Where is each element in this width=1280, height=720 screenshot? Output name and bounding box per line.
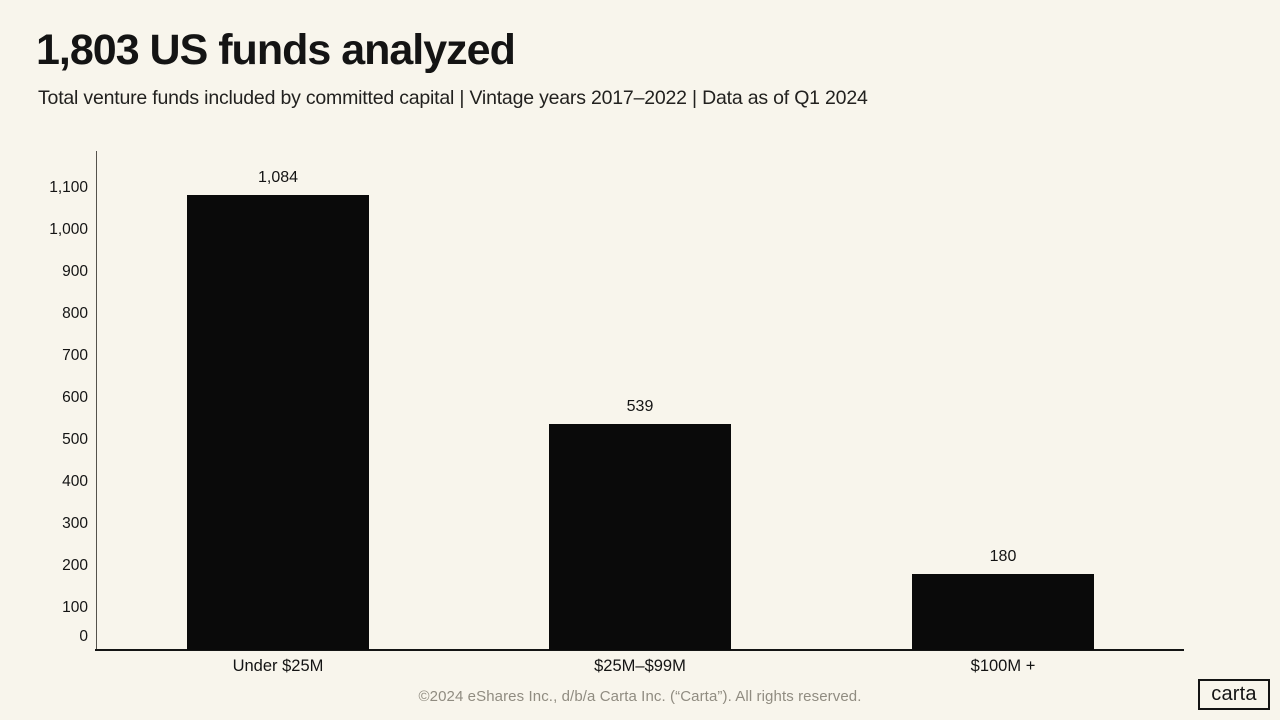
bar-value-label: 180 [989, 548, 1017, 566]
y-tick-label: 200 [62, 557, 88, 574]
y-tick-label: 100 [62, 599, 88, 616]
x-category-label: $100M + [970, 657, 1036, 675]
y-tick-label: 0 [79, 628, 88, 645]
y-tick-label: 1,100 [49, 179, 88, 196]
bar-value-label: 539 [626, 397, 654, 415]
y-tick-label: 500 [62, 431, 88, 448]
x-category-label: $25M–$99M [594, 657, 686, 675]
y-tick-label: 400 [62, 473, 88, 490]
bar [912, 574, 1094, 650]
carta-logo: carta [1198, 679, 1270, 710]
x-axis-line [95, 649, 1184, 651]
bar-value-label: 1,084 [257, 168, 299, 186]
y-tick-label: 800 [62, 305, 88, 322]
page-title: 1,803 US funds analyzed [36, 26, 516, 74]
y-tick-label: 700 [62, 347, 88, 364]
copyright-footer: ©2024 eShares Inc., d/b/a Carta Inc. (“C… [418, 688, 862, 705]
y-tick-label: 600 [62, 389, 88, 406]
y-tick-label: 300 [62, 515, 88, 532]
y-tick-label: 1,000 [49, 221, 88, 238]
page-subtitle: Total venture funds included by committe… [38, 87, 868, 109]
x-category-label: Under $25M [232, 657, 324, 675]
bar [187, 194, 369, 650]
y-axis-line [96, 151, 97, 650]
y-tick-label: 900 [62, 263, 88, 280]
carta-logo-text: carta [1211, 682, 1257, 705]
bar [549, 423, 731, 650]
